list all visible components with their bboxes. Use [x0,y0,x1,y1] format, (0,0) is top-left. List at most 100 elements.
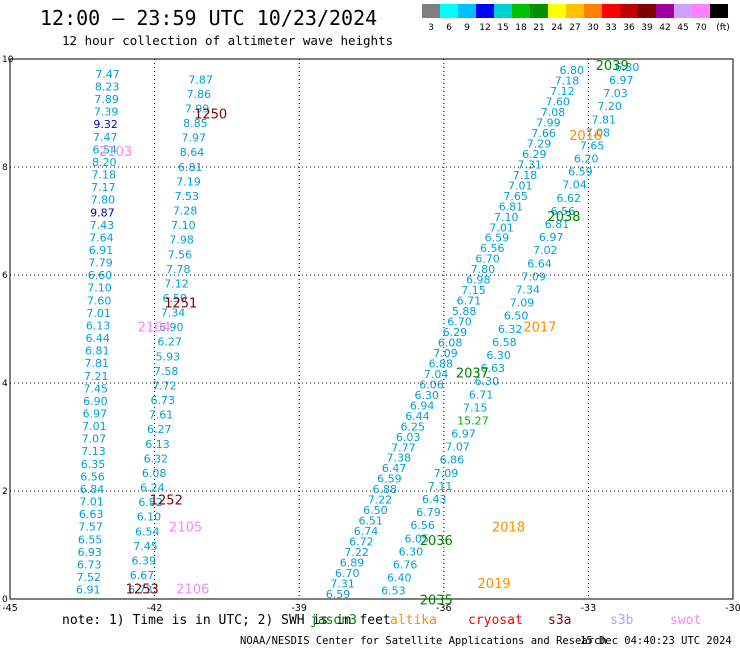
wave-height-value: 6.76 [393,558,418,571]
colorbar-swatch [512,4,530,18]
wave-height-value: 7.31 [517,158,542,171]
credit-text: NOAA/NESDIS Center for Satellite Applica… [240,635,607,647]
wave-height-value: 8.85 [183,117,208,130]
colorbar-label: 18 [515,23,527,33]
pass-time-label: 2037 [456,367,489,382]
wave-height-value: 6.88 [429,357,454,370]
wave-height-value: 7.81 [592,113,617,126]
satellite-legend-swot: swot [670,613,702,628]
wave-height-value: 6.71 [457,295,482,308]
wave-height-value: 7.11 [428,480,453,493]
credit-timestamp: 15 Dec 04:40:23 UTC 2024 [580,635,732,647]
wave-height-value: 6.97 [451,428,476,441]
wave-height-value: 6.62 [556,192,581,205]
wave-height-value: 6.08 [438,336,463,349]
wave-height-value: 6.97 [609,74,634,87]
wave-height-value: 6.24 [140,482,165,495]
colorbar-swatch [440,4,458,18]
wave-height-value: 7.15 [463,401,488,414]
pass-time-label: 2038 [547,210,580,225]
pass-time-label: 2017 [523,321,556,336]
wave-height-value: 6.97 [83,408,108,421]
wave-height-value: 6.71 [469,388,494,401]
colorbar-swatch [422,4,440,18]
wave-height-value: 7.19 [176,175,201,188]
x-tick-label: -36 [436,603,452,614]
satellite-legend-cryosat: cryosat [468,613,523,628]
wave-height-value: 6.58 [492,336,517,349]
wave-height-value: 7.18 [555,75,580,88]
wave-height-value: 6.25 [401,420,426,433]
wave-height-value: 7.29 [527,137,552,150]
colorbar-swatch [674,4,692,18]
wave-height-value: 6.43 [422,493,447,506]
wave-height-value: 6.82 [138,496,163,509]
wave-height-value: 6.73 [150,394,175,407]
wave-height-value: 6.84 [80,483,105,496]
wave-height-value: 6.59 [485,232,510,245]
wave-height-value: 7.81 [84,357,109,370]
colorbar-label: (ft) [716,23,730,33]
wave-height-value: 7.34 [516,283,541,296]
wave-height-value: 6.30 [486,349,511,362]
x-tick-label: -42 [147,603,163,614]
wave-height-value: 6.32 [498,323,523,336]
wave-height-value: 6.32 [144,452,169,465]
wave-height-value: 6.54 [92,143,117,156]
wave-height-value: 7.60 [87,294,112,307]
wave-height-value: 8.64 [180,146,205,159]
satellite-legend-jason3: jason3 [310,613,357,628]
colorbar-label: 21 [533,23,544,33]
wave-height-value: 7.89 [94,93,119,106]
wave-height-value: 8.20 [92,156,117,169]
wave-height-value: 7.04 [562,179,587,192]
pass-time-label: 2016 [569,129,602,144]
wave-height-value: 6.91 [89,244,114,257]
wave-height-value: 7.45 [84,382,109,395]
wave-height-value: 6.30 [615,61,640,74]
wave-height-value: 6.03 [396,431,421,444]
wave-height-value: 6.50 [363,504,388,517]
pass-time-label: 2019 [478,577,511,592]
x-tick-label: -30 [725,603,740,614]
wave-height-value: 6.56 [480,242,505,255]
wave-height-value: 7.64 [89,231,114,244]
pass-time-label: 2039 [596,59,629,74]
wave-height-value: 7.52 [77,571,102,584]
wave-height-value: 6.27 [157,336,182,349]
wave-height-value: 7.80 [471,263,496,276]
pass-time-label: 2018 [492,521,525,536]
wave-height-value: 7.12 [164,277,189,290]
wave-height-value: 6.70 [447,316,472,329]
wave-height-value: 7.21 [84,370,109,383]
colorbar-label: 6 [446,23,452,33]
wave-height-value: 7.10 [494,211,519,224]
wave-height-value: 6.30 [415,389,440,402]
wave-height-value: 6.64 [527,257,552,270]
wave-height-value: 6.06 [419,378,444,391]
wave-height-value: 6.30 [475,375,500,388]
wave-height-value: 6.90 [159,321,184,334]
wave-height-value: 6.70 [475,253,500,266]
wave-height-value: 7.17 [91,181,116,194]
wave-height-value: 7.31 [330,577,355,590]
wave-height-value: 5.93 [156,350,181,363]
satellite-legend-s3b: s3b [610,613,634,628]
wave-height-value: 7.15 [461,284,486,297]
wave-height-value: 7.61 [149,409,174,422]
wave-height-value: 6.70 [335,567,360,580]
colorbar-swatch [584,4,602,18]
wave-height-value: 7.22 [344,546,369,559]
wave-height-value: 7.03 [603,87,628,100]
wave-height-value: 7.99 [185,102,210,115]
wave-height-value: 6.67 [130,569,155,582]
y-tick-label: 10 [2,55,14,65]
wave-height-value: 7.13 [81,445,106,458]
colorbar-label: 12 [479,23,490,33]
satellite-legend-s3a: s3a [548,613,572,628]
wave-height-value: 7.09 [510,297,535,310]
wave-height-value: 7.02 [533,244,558,257]
plot-frame [9,58,734,600]
wave-height-value: 6.73 [128,584,153,597]
